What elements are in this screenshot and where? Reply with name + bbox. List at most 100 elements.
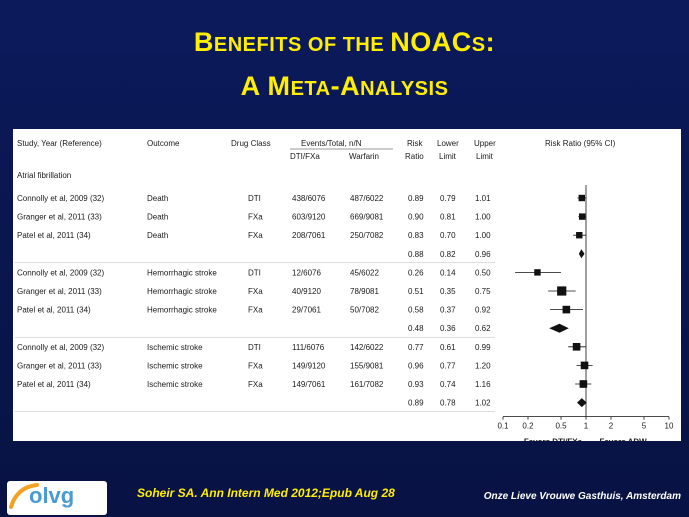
point-estimate — [576, 232, 583, 239]
row-events-treatment: 111/6076 — [292, 343, 325, 352]
header-outcome: Outcome — [147, 139, 180, 148]
point-estimate — [579, 380, 588, 388]
row-lower-limit: 0.36 — [440, 324, 456, 333]
row-drug-class: FXa — [248, 287, 263, 296]
row-drug-class: FXa — [248, 380, 263, 389]
row-risk-ratio: 0.77 — [408, 343, 424, 352]
point-estimate — [562, 305, 571, 314]
row-events-treatment: 40/9120 — [292, 287, 321, 296]
row-events-warfarin: 50/7082 — [350, 306, 379, 315]
row-events-warfarin: 155/9081 — [350, 361, 384, 370]
title-segment: : — [485, 27, 496, 57]
title-segment: -A — [330, 71, 361, 101]
row-lower-limit: 0.37 — [440, 306, 456, 315]
row-upper-limit: 0.50 — [475, 268, 491, 277]
row-lower-limit: 0.74 — [440, 380, 456, 389]
row-drug-class: FXa — [248, 213, 263, 222]
row-events-treatment: 29/7061 — [292, 306, 321, 315]
row-study: Patel et al, 2011 (34) — [17, 380, 91, 389]
point-estimate — [579, 213, 586, 220]
row-study: Granger et al, 2011 (33) — [17, 287, 102, 296]
row-drug-class: FXa — [248, 361, 263, 370]
row-drug-class: FXa — [248, 306, 263, 315]
title-segment: S — [471, 34, 486, 56]
rows-layer: Connolly et al, 2009 (32) Death DTI 438/607… — [15, 194, 495, 412]
x-tick-label: 2 — [609, 422, 614, 431]
row-risk-ratio: 0.89 — [408, 194, 424, 203]
row-lower-limit: 0.82 — [440, 250, 456, 259]
header-study: Study, Year (Reference) — [17, 139, 102, 148]
row-outcome: Hemorrhagic stroke — [147, 287, 217, 296]
row-lower-limit: 0.70 — [440, 231, 456, 240]
row-events-warfarin: 142/6022 — [350, 343, 384, 352]
title-segment: ENEFITS OF THE — [213, 34, 391, 56]
row-study: Connolly et al, 2009 (32) — [17, 268, 105, 277]
point-estimate — [557, 286, 567, 296]
row-lower-limit: 0.79 — [440, 194, 456, 203]
point-estimate — [580, 361, 589, 370]
row-upper-limit: 1.00 — [475, 213, 491, 222]
row-upper-limit: 0.96 — [475, 250, 491, 259]
row-risk-ratio: 0.89 — [408, 399, 424, 408]
organization-name: Onze Lieve Vrouwe Gasthuis, Amsterdam — [483, 491, 681, 502]
row-risk-ratio: 0.90 — [408, 213, 424, 222]
section-label: Atrial fibrillation — [17, 171, 71, 180]
x-tick-label: 10 — [665, 422, 674, 431]
pooled-diamond — [549, 323, 569, 333]
row-upper-limit: 1.02 — [475, 399, 491, 408]
row-drug-class: DTI — [248, 343, 261, 352]
row-study: Patel et al, 2011 (34) — [17, 306, 91, 315]
header-events-group: Events/Total, n/N — [301, 139, 362, 148]
row-risk-ratio: 0.93 — [408, 380, 424, 389]
row-events-treatment: 149/9120 — [292, 361, 326, 370]
point-estimate — [534, 269, 541, 276]
x-tick-label: 0.2 — [522, 422, 534, 431]
row-drug-class: DTI — [248, 268, 261, 277]
row-risk-ratio: 0.58 — [408, 306, 424, 315]
slide-title-line-2: A META-ANALYSIS — [0, 71, 689, 102]
forest-plot: Study, Year (Reference) Outcome Drug Cla… — [15, 139, 674, 441]
row-outcome: Hemorrhagic stroke — [147, 306, 217, 315]
title-segment: ETA — [290, 78, 331, 100]
header-upper-2: Limit — [476, 152, 494, 161]
point-estimate — [578, 194, 585, 202]
row-events-warfarin: 161/7082 — [350, 380, 384, 389]
row-upper-limit: 1.20 — [475, 361, 491, 370]
row-risk-ratio: 0.48 — [408, 324, 424, 333]
x-tick-label: 5 — [642, 422, 647, 431]
row-events-treatment: 603/9120 — [292, 213, 326, 222]
row-outcome: Death — [147, 194, 168, 203]
row-upper-limit: 0.99 — [475, 343, 491, 352]
title-segment: NALYSIS — [360, 78, 449, 100]
row-lower-limit: 0.78 — [440, 399, 456, 408]
row-lower-limit: 0.35 — [440, 287, 456, 296]
x-tick-label: 0.1 — [497, 422, 509, 431]
title-segment: B — [193, 27, 214, 57]
row-study: Connolly et al, 2009 (32) — [17, 194, 105, 203]
row-events-treatment: 149/7061 — [292, 380, 326, 389]
row-study: Granger et al, 2011 (33) — [17, 213, 102, 222]
x-tick-label: 1 — [584, 422, 589, 431]
row-risk-ratio: 0.26 — [408, 268, 424, 277]
row-risk-ratio: 0.96 — [408, 361, 424, 370]
header-upper-1: Upper — [474, 139, 496, 148]
row-upper-limit: 1.01 — [475, 194, 491, 203]
row-risk-ratio: 0.83 — [408, 231, 424, 240]
header-rr-1: Risk — [407, 139, 424, 148]
row-events-warfarin: 487/6022 — [350, 194, 384, 203]
header-lower-2: Limit — [439, 152, 457, 161]
forest-plot-panel: Study, Year (Reference) Outcome Drug Cla… — [13, 129, 681, 441]
row-outcome: Ischemic stroke — [147, 361, 203, 370]
row-outcome: Hemorrhagic stroke — [147, 268, 217, 277]
point-estimate — [572, 343, 581, 351]
row-risk-ratio: 0.51 — [408, 287, 424, 296]
row-upper-limit: 1.00 — [475, 231, 491, 240]
row-outcome: Death — [147, 231, 168, 240]
header-events-warfarin: Warfarin — [349, 152, 379, 161]
citation: Soheir SA. Ann Intern Med 2012;Epub Aug … — [137, 486, 395, 500]
title-segment: NOAC — [390, 27, 472, 57]
header-plot: Risk Ratio (95% CI) — [545, 139, 616, 148]
row-events-warfarin: 78/9081 — [350, 287, 379, 296]
header-drug-class: Drug Class — [231, 139, 271, 148]
row-upper-limit: 1.16 — [475, 380, 491, 389]
